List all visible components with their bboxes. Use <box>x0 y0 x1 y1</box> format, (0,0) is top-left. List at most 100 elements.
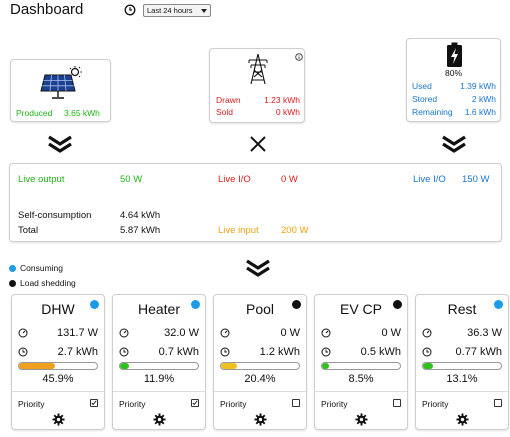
remaining-label: Remaining <box>412 107 453 117</box>
shedding-dot-icon <box>393 300 402 309</box>
priority-checkbox[interactable] <box>191 399 199 407</box>
load-name: Pool <box>245 301 275 317</box>
clock-icon <box>422 347 432 357</box>
total-value: 5.87 kWh <box>120 225 161 236</box>
load-share-bar <box>321 362 401 370</box>
load-card[interactable]: Heater 32.0 W 0.7 kWh 11.9% Priority <box>112 294 206 430</box>
divider <box>113 391 205 392</box>
drawn-value: 1.23 kWh <box>264 95 300 105</box>
info-icon[interactable] <box>295 53 303 61</box>
priority-checkbox[interactable] <box>393 399 401 407</box>
live-io-battery-value: 150 W <box>462 174 490 185</box>
load-share-percent: 45.9% <box>42 373 74 385</box>
produced-label: Produced <box>16 108 53 118</box>
chevron-double-down-icon <box>442 135 466 153</box>
gauge-icon <box>18 328 28 338</box>
load-energy: 0.5 kWh <box>360 346 401 358</box>
load-card[interactable]: Rest 36.3 W 0.77 kWh 13.1% Priority <box>415 294 509 430</box>
battery-card[interactable]: 80% Used 1.39 kWh Stored 2 kWh Remaining… <box>406 38 501 122</box>
sold-label: Sold <box>216 107 234 117</box>
battery-charging-icon <box>447 42 462 67</box>
load-share-fill <box>19 363 55 369</box>
clock-icon <box>124 4 136 16</box>
legend-consuming: Consuming <box>20 263 63 273</box>
page-title: Dashboard <box>10 1 84 18</box>
stored-value: 2 kWh <box>471 94 496 104</box>
self-consumption-value: 4.64 kWh <box>120 210 161 221</box>
divider <box>416 391 508 392</box>
consuming-dot-icon <box>191 300 200 309</box>
gauge-icon <box>119 328 129 338</box>
gear-icon[interactable] <box>52 413 65 426</box>
gear-icon[interactable] <box>153 413 166 426</box>
load-power: 131.7 W <box>57 327 98 339</box>
load-share-fill <box>221 363 237 369</box>
consuming-dot-icon <box>9 265 16 272</box>
load-share-bar <box>18 362 98 370</box>
divider <box>12 391 104 392</box>
priority-label: Priority <box>422 399 449 409</box>
chevron-down-icon <box>201 9 207 13</box>
load-share-fill <box>322 363 329 369</box>
consuming-dot-icon <box>494 300 503 309</box>
load-power: 0 W <box>280 327 300 339</box>
load-name: Heater <box>137 301 181 317</box>
load-power: 32.0 W <box>164 327 199 339</box>
load-share-percent: 8.5% <box>348 373 374 385</box>
checkmark-icon <box>91 400 97 406</box>
used-label: Used <box>412 81 432 91</box>
priority-label: Priority <box>321 399 348 409</box>
divider <box>315 391 407 392</box>
battery-level: 80% <box>444 68 462 78</box>
priority-label: Priority <box>119 399 146 409</box>
live-io-grid-label: Live I/O <box>218 174 251 185</box>
priority-checkbox[interactable] <box>494 399 502 407</box>
live-io-battery-label: Live I/O <box>413 174 446 185</box>
load-energy: 0.77 kWh <box>455 346 502 358</box>
load-share-bar <box>220 362 300 370</box>
sold-value: 0 kWh <box>275 107 300 117</box>
solar-panel-icon <box>40 66 82 99</box>
load-energy: 2.7 kWh <box>57 346 98 358</box>
total-label: Total <box>18 225 39 236</box>
time-range-value: Last 24 hours <box>147 6 193 15</box>
chevron-double-down-icon <box>246 259 270 277</box>
gauge-icon <box>321 328 331 338</box>
load-card[interactable]: DHW 131.7 W 2.7 kWh 45.9% Priority <box>11 294 105 430</box>
gear-icon[interactable] <box>254 413 267 426</box>
shedding-dot-icon <box>292 300 301 309</box>
power-pylon-icon <box>248 53 268 85</box>
clock-icon <box>220 347 230 357</box>
produced-value: 3.65 kWh <box>64 108 100 118</box>
load-share-percent: 13.1% <box>446 373 478 385</box>
legend-load-shedding: Load shedding <box>20 278 76 288</box>
load-card[interactable]: EV CP 0 W 0.5 kWh 8.5% Priority <box>314 294 408 430</box>
stored-label: Stored <box>412 94 438 104</box>
load-name: Rest <box>447 301 477 317</box>
load-share-percent: 20.4% <box>244 373 276 385</box>
grid-card[interactable]: Drawn 1.23 kWh Sold 0 kWh <box>209 48 305 123</box>
time-range-select[interactable]: Last 24 hours <box>143 4 211 17</box>
solar-card[interactable]: Produced 3.65 kWh <box>10 59 111 122</box>
gear-icon[interactable] <box>456 413 469 426</box>
close-icon <box>250 136 266 152</box>
priority-label: Priority <box>220 399 247 409</box>
load-card[interactable]: Pool 0 W 1.2 kWh 20.4% Priority <box>213 294 307 430</box>
shedding-dot-icon <box>9 280 16 287</box>
consuming-dot-icon <box>90 300 99 309</box>
clock-icon <box>18 347 28 357</box>
load-share-bar <box>422 362 502 370</box>
load-power: 0 W <box>381 327 401 339</box>
gauge-icon <box>422 328 432 338</box>
live-output-label: Live output <box>18 174 65 185</box>
live-io-grid-value: 0 W <box>281 174 298 185</box>
gear-icon[interactable] <box>355 413 368 426</box>
remaining-value: 1.6 kWh <box>464 107 496 117</box>
divider <box>214 391 306 392</box>
load-power: 36.3 W <box>467 327 502 339</box>
clock-icon <box>321 347 331 357</box>
priority-checkbox[interactable] <box>292 399 300 407</box>
load-share-fill <box>423 363 434 369</box>
energy-summary-panel: Live output 50 W Live I/O 0 W Live I/O 1… <box>9 163 502 242</box>
priority-checkbox[interactable] <box>90 399 98 407</box>
